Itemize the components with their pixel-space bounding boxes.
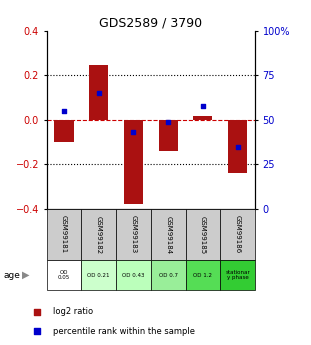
Bar [47, 209, 81, 260]
Bar [81, 260, 116, 290]
Point [96, 90, 101, 96]
Bar [220, 209, 255, 260]
Text: age: age [3, 270, 20, 280]
Text: OD 0.43: OD 0.43 [122, 273, 145, 278]
Bar [228, 120, 247, 173]
Point [62, 108, 67, 114]
Bar [89, 66, 108, 120]
Bar [124, 120, 143, 204]
Bar [54, 120, 74, 142]
Bar [186, 260, 220, 290]
Text: stationar
y phase: stationar y phase [225, 270, 250, 280]
Text: GSM99183: GSM99183 [131, 216, 137, 254]
Text: log2 ratio: log2 ratio [53, 307, 93, 316]
Text: GSM99182: GSM99182 [96, 216, 102, 254]
Text: percentile rank within the sample: percentile rank within the sample [53, 327, 195, 336]
Bar [151, 260, 186, 290]
Bar [47, 260, 81, 290]
Point [200, 103, 205, 108]
Text: GSM99184: GSM99184 [165, 216, 171, 254]
Text: GSM99186: GSM99186 [235, 216, 241, 254]
Title: GDS2589 / 3790: GDS2589 / 3790 [99, 17, 202, 30]
Text: OD 0.21: OD 0.21 [87, 273, 110, 278]
Point [215, 224, 220, 229]
Text: GSM99181: GSM99181 [61, 216, 67, 254]
Bar [186, 209, 220, 260]
Bar [151, 209, 186, 260]
Bar [193, 116, 212, 120]
Text: GSM99185: GSM99185 [200, 216, 206, 254]
Bar [81, 209, 116, 260]
Point [131, 130, 136, 135]
Bar [116, 260, 151, 290]
Bar [220, 260, 255, 290]
Text: OD
0.05: OD 0.05 [58, 270, 70, 280]
Bar [116, 209, 151, 260]
Text: OD 1.2: OD 1.2 [193, 273, 212, 278]
Text: OD 0.7: OD 0.7 [159, 273, 178, 278]
Point [166, 119, 171, 125]
Point [235, 144, 240, 149]
Point [215, 47, 220, 53]
Text: ▶: ▶ [22, 270, 29, 280]
Bar [159, 120, 178, 151]
